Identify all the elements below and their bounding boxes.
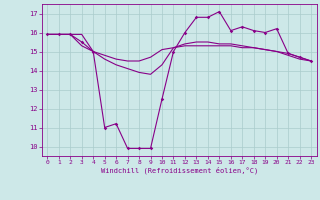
- X-axis label: Windchill (Refroidissement éolien,°C): Windchill (Refroidissement éolien,°C): [100, 167, 258, 174]
